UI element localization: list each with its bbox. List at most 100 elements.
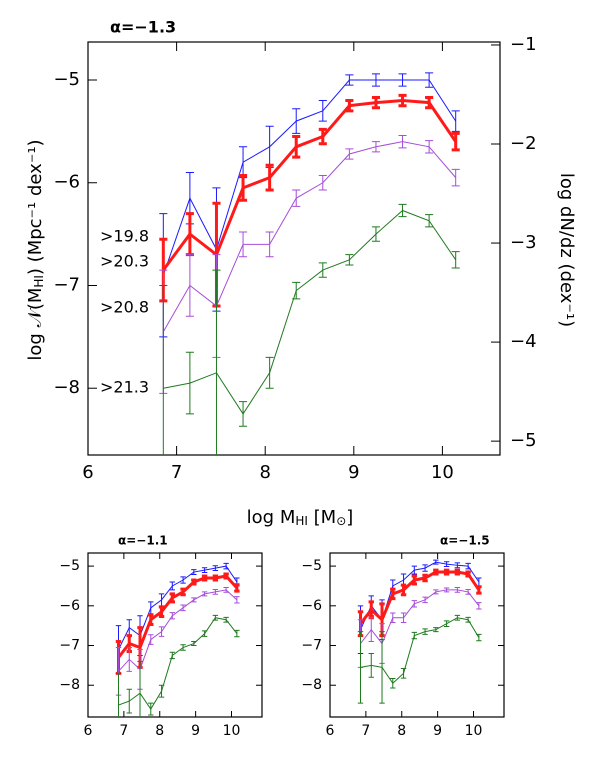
x-tick-label: 9	[348, 462, 359, 483]
error-bar	[212, 269, 221, 455]
error-bar	[454, 568, 461, 576]
y-tick-label: −6	[59, 598, 80, 614]
error-bar	[137, 660, 143, 717]
error-bar	[191, 597, 197, 603]
error-bar	[185, 212, 194, 257]
error-bar	[185, 254, 194, 317]
x-tick-label: 7	[119, 723, 128, 739]
error-bar	[148, 613, 154, 626]
error-bar	[422, 564, 428, 572]
series-line	[162, 79, 457, 276]
error-bar	[371, 95, 381, 110]
series-line	[162, 99, 457, 271]
y2-tick-label: −1	[510, 34, 537, 55]
error-bar	[398, 93, 407, 108]
x-tick-label: 8	[397, 723, 406, 739]
x-axis-label-part: HI	[295, 514, 308, 528]
error-bar	[212, 614, 219, 621]
error-bar	[451, 168, 460, 187]
data-area	[115, 562, 240, 717]
error-bar	[345, 148, 354, 160]
error-bar	[465, 589, 471, 595]
error-bar	[371, 73, 381, 87]
error-bar	[201, 630, 208, 637]
error-bar	[191, 578, 197, 586]
error-bar	[425, 214, 434, 228]
error-bar	[318, 175, 327, 191]
error-bar	[158, 684, 165, 698]
error-bar	[433, 589, 439, 595]
plot-frame	[87, 41, 501, 456]
error-bar	[433, 568, 439, 576]
x-tick-label: 6	[84, 723, 93, 739]
series-line	[118, 589, 238, 672]
error-bar	[443, 561, 450, 568]
error-bar	[398, 203, 407, 218]
x-tick-label: 10	[465, 723, 483, 739]
error-bar	[318, 127, 327, 146]
error-bar	[212, 589, 219, 595]
y2-tick-label: −5	[510, 430, 537, 451]
error-bar	[368, 652, 374, 678]
y-tick-label: −5	[59, 558, 80, 574]
series-line	[118, 565, 238, 650]
error-bar	[180, 576, 186, 584]
data-area	[357, 559, 482, 704]
y-tick-label: −5	[53, 69, 80, 90]
x-tick-label: 7	[171, 462, 182, 483]
error-bar	[159, 284, 168, 455]
error-bar	[191, 641, 197, 647]
y-tick-label: −6	[301, 598, 322, 614]
error-bar	[234, 583, 240, 593]
legend-label: >20.3	[100, 252, 149, 271]
error-bar	[223, 562, 229, 570]
error-bar	[476, 633, 482, 642]
error-bar	[265, 356, 274, 389]
error-bar	[265, 163, 274, 192]
error-bar	[239, 174, 248, 202]
error-bar	[180, 604, 186, 612]
error-bar	[398, 134, 407, 149]
error-bar	[223, 587, 229, 593]
error-bar	[390, 677, 396, 689]
error-bar	[158, 593, 165, 607]
panel: α=−1.1 6 7 8 9 10 −8 −7 −6 −5	[59, 534, 263, 739]
error-bar	[422, 596, 428, 604]
panel-title: α=−1.3	[110, 18, 176, 37]
error-bar	[425, 95, 434, 110]
error-bar	[148, 634, 154, 645]
x-tick-label: 6	[82, 462, 93, 483]
error-bar	[465, 616, 471, 623]
error-bar	[357, 631, 364, 704]
x-axis-label: log MHI [M⊙]	[247, 507, 354, 528]
series-line	[360, 617, 480, 685]
y-tick-label: −8	[301, 677, 322, 693]
error-bar	[292, 189, 301, 207]
data-area	[159, 72, 460, 455]
error-bar	[234, 629, 240, 638]
y-axis-label: log 𝒩(MHI) (Mpc⁻¹ dex⁻¹)	[25, 139, 46, 360]
error-bar	[476, 602, 482, 610]
error-bar	[169, 612, 176, 620]
error-bar	[371, 141, 381, 153]
y2-tick-label: −4	[510, 331, 537, 352]
x-tick-label: 8	[259, 462, 270, 483]
y2-tick-label: −2	[510, 133, 537, 154]
y-axis-label-part: log 𝒩(M	[25, 288, 46, 361]
x-axis-label-part: ⊙	[336, 514, 346, 528]
x-axis-label-part: ]	[346, 507, 353, 528]
error-bar	[465, 570, 471, 578]
error-bar	[201, 574, 208, 582]
error-bar	[265, 231, 274, 258]
error-bar	[239, 401, 248, 427]
error-bar	[292, 108, 301, 134]
y-tick-label: −5	[301, 558, 322, 574]
error-bar	[345, 74, 354, 86]
series-line	[360, 589, 480, 645]
error-bar	[234, 596, 240, 604]
error-bar	[126, 647, 132, 672]
error-bar	[398, 73, 407, 87]
error-bar	[345, 99, 354, 113]
error-bar	[169, 592, 176, 604]
